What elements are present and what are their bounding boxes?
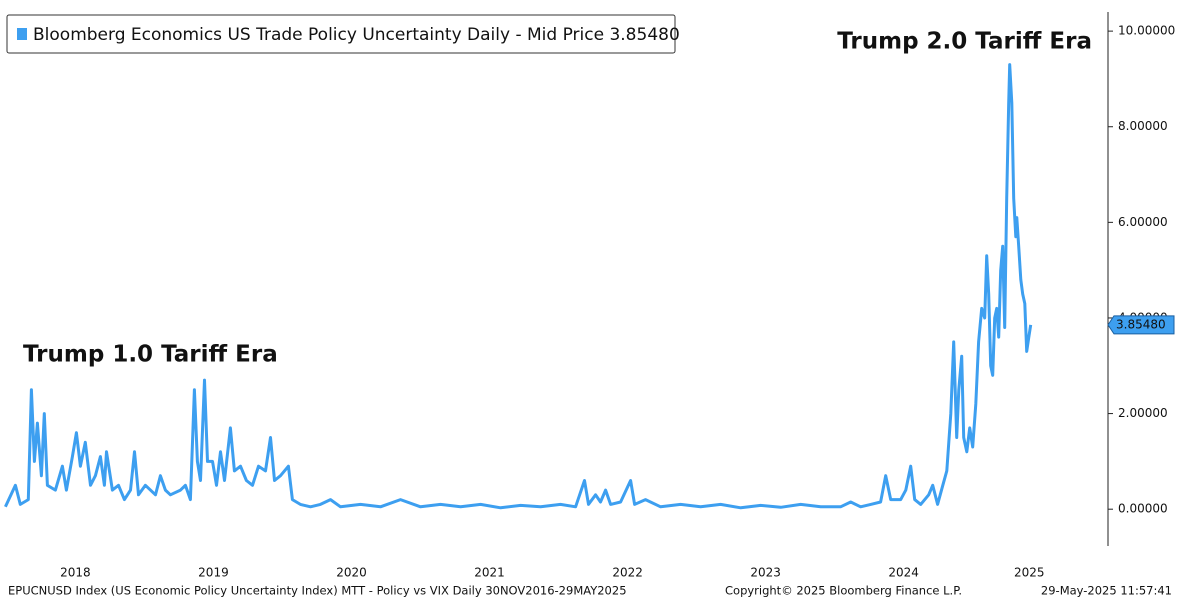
- annotation: Trump 1.0 Tariff Era: [23, 342, 278, 368]
- footer: Copyright© 2025 Bloomberg Finance L.P.: [725, 584, 962, 598]
- y-tick-label: 6.00000: [1118, 215, 1168, 229]
- footer: EPUCNUSD Index (US Economic Policy Uncer…: [8, 584, 627, 598]
- x-tick-label: 2018: [60, 566, 91, 580]
- footer: 29-May-2025 11:57:41: [1041, 584, 1172, 598]
- y-tick-label: 2.00000: [1118, 406, 1168, 420]
- x-tick-label: 2020: [336, 566, 367, 580]
- y-tick-label: 8.00000: [1118, 119, 1168, 133]
- x-tick-label: 2019: [198, 566, 229, 580]
- x-tick-label: 2023: [750, 566, 781, 580]
- legend-box: [6, 14, 676, 54]
- x-tick-label: 2024: [888, 566, 919, 580]
- legend-swatch: [17, 28, 27, 40]
- y-tick-label: 10.00000: [1118, 24, 1175, 38]
- line: [4, 63, 1033, 510]
- x-tick-label: 2021: [474, 566, 505, 580]
- y-tick-label: 0.00000: [1118, 502, 1168, 516]
- legend-label: Bloomberg Economics US Trade Policy Unce…: [33, 25, 680, 45]
- x-tick-label: 2025: [1014, 566, 1045, 580]
- x-tick-label: 2022: [612, 566, 643, 580]
- last-value-label: 3.85480: [1116, 317, 1166, 331]
- annotation: Trump 2.0 Tariff Era: [837, 29, 1092, 55]
- last-value-tag: [1107, 315, 1175, 335]
